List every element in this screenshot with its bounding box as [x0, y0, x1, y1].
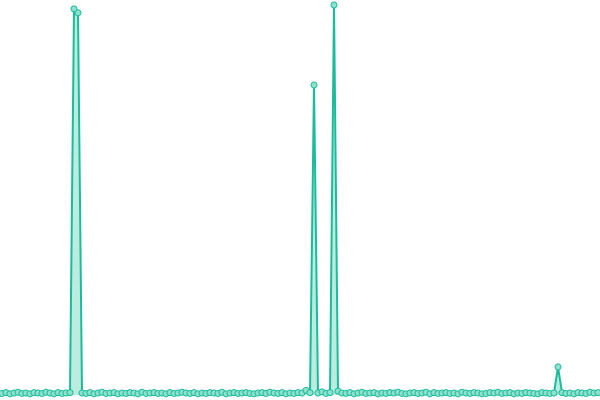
data-point	[594, 389, 600, 397]
series-line	[1, 4, 599, 395]
data-point	[326, 389, 334, 397]
data-point	[66, 389, 74, 397]
series-area	[2, 5, 598, 395]
data-point	[554, 363, 562, 371]
data-point	[310, 81, 318, 89]
data-point	[550, 389, 558, 397]
data-point	[306, 389, 314, 397]
data-point	[74, 9, 82, 17]
data-point	[330, 1, 338, 9]
